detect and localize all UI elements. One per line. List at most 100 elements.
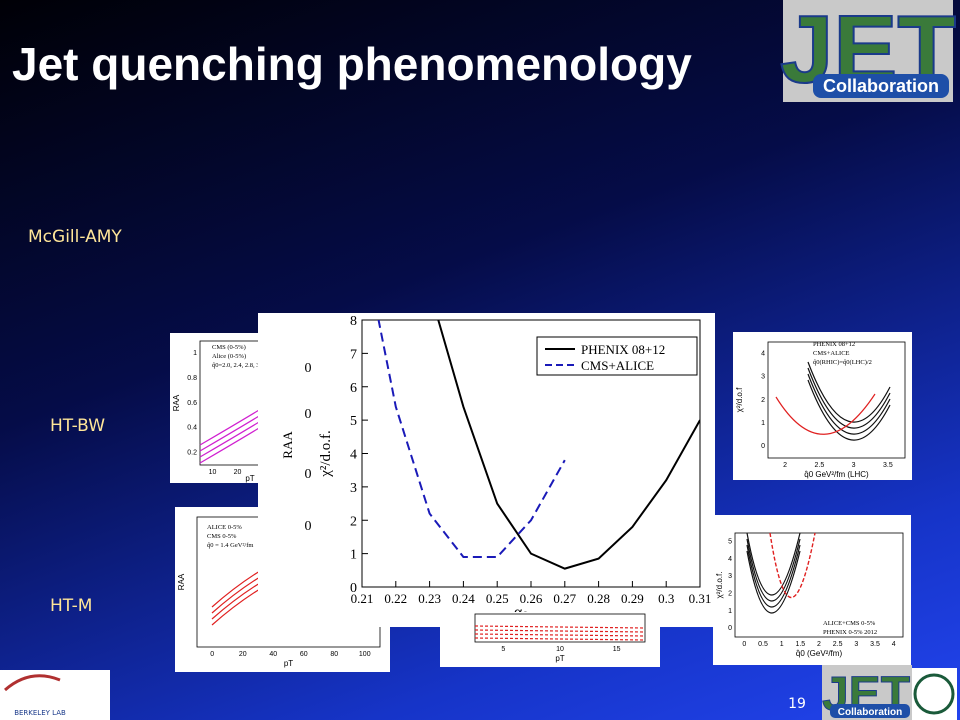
lab-logo-arc xyxy=(4,674,61,692)
univ-logo xyxy=(912,668,957,720)
panel-curve xyxy=(807,373,891,435)
panel-legend-text: CMS (0-5%) xyxy=(212,344,246,351)
panel-x-tick: 3 xyxy=(852,462,856,469)
panel-x-tick: 10 xyxy=(556,646,564,653)
panel-x-tick: 1 xyxy=(780,641,784,648)
panel-y-tick: 2 xyxy=(761,397,765,404)
panel-x-label: q̂0 GeV²/fm (LHC) xyxy=(804,470,869,479)
panel-curve xyxy=(807,379,891,441)
panel-curve xyxy=(474,633,646,637)
footer-logo-text: Collaboration xyxy=(838,707,902,718)
panel-y-tick: 5 xyxy=(728,539,732,546)
slide-title: Jet quenching phenomenology xyxy=(12,38,692,90)
legend-label: CMS+ALICE xyxy=(581,358,654,373)
x-tick-label: 0.24 xyxy=(452,591,475,606)
series-line xyxy=(437,320,700,570)
panel-legend-text: CMS 0-5% xyxy=(207,533,237,540)
panel-legend-text: q̂0=2.0, 2.4, 2.8, 3.2, xyxy=(212,362,266,369)
y-axis-label: χ²/d.o.f. xyxy=(318,430,334,478)
logo-strip xyxy=(813,74,949,98)
panel-y-tick: 4 xyxy=(761,350,765,357)
panel-x-tick: 40 xyxy=(269,651,277,658)
panel-x-tick: 0 xyxy=(210,651,214,658)
panel-x-tick: 10 xyxy=(209,469,217,476)
x-tick-label: 0.31 xyxy=(689,591,712,606)
panel-legend-text: q̂0(RHIC)=q̂0(LHC)/2 xyxy=(813,359,872,366)
y-tick-label: 7 xyxy=(350,347,357,362)
panel-x-tick: 2 xyxy=(783,462,787,469)
panel-x-tick: 2 xyxy=(817,641,821,648)
panel-bg xyxy=(713,515,911,665)
panel-x-label: pT xyxy=(245,474,254,483)
x-tick-label: 0.21 xyxy=(351,591,374,606)
panel-legend-text: Alice (0-5%) xyxy=(212,353,246,360)
panel-bg xyxy=(440,612,660,667)
panel-legend-text: PHENIX 0-5% 2012 xyxy=(823,629,877,636)
panel-curve xyxy=(775,393,876,435)
panel-x-tick: 4 xyxy=(892,641,896,648)
panel-y-tick: 0.4 xyxy=(187,425,197,432)
x-tick-label: 0.29 xyxy=(621,591,644,606)
x-tick-label: 0.23 xyxy=(418,591,441,606)
panel-legend-text: PHENIX 08+12 xyxy=(813,341,855,348)
panel-frame xyxy=(734,532,904,638)
panel-x-tick: 3.5 xyxy=(883,462,893,469)
panel-y-tick: 1 xyxy=(761,420,765,427)
panel-y-tick: 4 xyxy=(728,556,732,563)
panel-y-label: RAA xyxy=(172,394,181,411)
x-tick-label: 0.25 xyxy=(486,591,509,606)
footer: BERKELEY LAB 19 JET Collaboration xyxy=(0,665,957,720)
x-tick-label: 0.27 xyxy=(553,591,576,606)
panel-curve xyxy=(769,532,816,599)
page-number: 19 xyxy=(788,696,806,712)
x-tick-label: 0.3 xyxy=(658,591,674,606)
panel-y-tick: 0.6 xyxy=(187,400,197,407)
panel-curve xyxy=(474,625,646,629)
panel-x-tick: 0 xyxy=(742,641,746,648)
hidden-tick: 0 xyxy=(305,407,312,422)
logo: JET Collaboration xyxy=(779,0,957,104)
x-tick-label: 0.26 xyxy=(520,591,543,606)
panel-x-tick: 1.5 xyxy=(795,641,805,648)
footer-logo-strip xyxy=(830,704,910,718)
panel-curve xyxy=(746,538,801,602)
panel-curve xyxy=(746,532,801,596)
y-tick-label: 5 xyxy=(350,414,357,429)
figure-panel: 2 2.5 3 3.5 0 1 2 3 4 q̂0 GeV²/fm (LHC) χ²/d.o.f PH… xyxy=(733,332,912,480)
panel-x-tick: 20 xyxy=(239,651,247,658)
panel-x-label: pT xyxy=(284,659,293,668)
figure-panel: 5 10 15 pT xyxy=(440,612,660,667)
panel-y-tick: 3 xyxy=(761,374,765,381)
panel-x-tick: 100 xyxy=(359,651,371,658)
panel-y-label: χ²/d.o.f. xyxy=(715,572,724,599)
panel-y-tick: 0 xyxy=(761,443,765,450)
legend-label: PHENIX 08+12 xyxy=(581,342,665,357)
x-tick-label: 0.22 xyxy=(384,591,407,606)
panel-legend-text: CMS+ALICE xyxy=(813,350,850,357)
hidden-tick: 0 xyxy=(305,361,312,376)
hidden-y-label: RAA xyxy=(280,431,295,459)
panel-curve xyxy=(807,367,891,429)
hidden-tick: 0 xyxy=(305,467,312,482)
panel-curve xyxy=(807,361,891,423)
y-tick-label: 6 xyxy=(350,381,357,396)
y-tick-label: 1 xyxy=(350,548,357,563)
panel-x-tick: 5 xyxy=(501,646,505,653)
panel-y-label: RAA xyxy=(177,573,186,590)
panel-x-tick: 3 xyxy=(854,641,858,648)
panel-curve xyxy=(474,629,646,633)
y-tick-label: 3 xyxy=(350,481,357,496)
panel-curve xyxy=(746,550,801,614)
panel-x-tick: 3.5 xyxy=(870,641,880,648)
panel-y-tick: 2 xyxy=(728,591,732,598)
method-label: McGill-AMY xyxy=(28,227,122,247)
legend-box xyxy=(536,336,698,376)
logo-text: Collaboration xyxy=(823,76,939,96)
y-tick-label: 8 xyxy=(350,314,357,329)
method-label: HT-M xyxy=(50,596,92,616)
x-tick-label: 0.28 xyxy=(587,591,610,606)
panel-legend-text: ALICE+CMS 0-5% xyxy=(823,620,876,627)
method-label: HT-BW xyxy=(50,416,105,436)
